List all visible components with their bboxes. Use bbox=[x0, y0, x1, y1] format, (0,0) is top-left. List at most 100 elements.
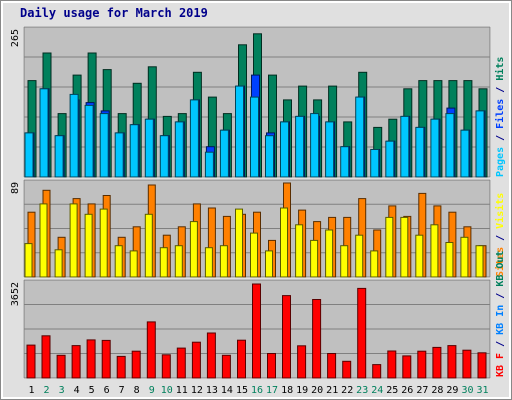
bar-kb-f-day-13 bbox=[206, 332, 216, 379]
legend-segment: KB In bbox=[495, 305, 506, 335]
day-label: 16 bbox=[251, 385, 263, 396]
day-label: 25 bbox=[386, 385, 398, 396]
day-label: 6 bbox=[104, 385, 110, 396]
bar-kb-f-day-21 bbox=[327, 353, 337, 379]
bar-pages-day-1 bbox=[24, 132, 34, 178]
chart-title: Daily usage for March 2019 bbox=[20, 6, 208, 20]
bar-kb-f-day-10 bbox=[161, 354, 171, 379]
bar-kb-f-day-31 bbox=[477, 352, 487, 379]
bar-visits-day-6 bbox=[99, 208, 108, 278]
bar-pages-day-17 bbox=[265, 135, 274, 178]
day-label: 15 bbox=[236, 385, 248, 396]
legend-segment: / bbox=[495, 287, 506, 305]
bar-kb-f-day-20 bbox=[312, 299, 322, 379]
day-label: 3 bbox=[59, 385, 65, 396]
legend-segment: / bbox=[495, 229, 506, 247]
kb-transfer-panel: 3652 KB F / KB In / KB Out bbox=[10, 251, 506, 379]
bar-pages-day-9 bbox=[144, 118, 154, 178]
bar-visits-day-11 bbox=[174, 245, 183, 278]
day-label: 7 bbox=[119, 385, 125, 396]
bar-visits-day-9 bbox=[144, 213, 153, 278]
day-label: 22 bbox=[341, 385, 353, 396]
bar-kb-f-day-22 bbox=[342, 360, 352, 379]
bar-visits-day-17 bbox=[265, 250, 273, 278]
bar-visits-day-1 bbox=[24, 243, 33, 278]
bar-kb-f-day-25 bbox=[387, 350, 397, 379]
bar-pages-day-6 bbox=[99, 113, 109, 178]
bar-pages-day-14 bbox=[219, 129, 229, 178]
bar-pages-day-22 bbox=[340, 146, 350, 178]
bar-visits-day-4 bbox=[69, 203, 78, 278]
bar-visits-day-8 bbox=[129, 250, 138, 278]
bar-visits-day-13 bbox=[204, 247, 213, 278]
bar-visits-day-10 bbox=[159, 247, 168, 278]
bar-pages-day-7 bbox=[114, 132, 124, 178]
bar-pages-day-15 bbox=[235, 85, 244, 178]
day-label: 18 bbox=[281, 385, 293, 396]
bar-pages-day-19 bbox=[295, 115, 305, 178]
legend-segment: KB Out bbox=[495, 251, 506, 287]
bar-pages-day-29 bbox=[445, 113, 455, 178]
bar-pages-day-24 bbox=[370, 149, 380, 178]
day-label: 12 bbox=[191, 385, 203, 396]
day-label: 9 bbox=[149, 385, 155, 396]
bar-kb-f-day-6 bbox=[101, 339, 111, 379]
bar-visits-day-15 bbox=[235, 208, 243, 278]
bar-kb-f-day-14 bbox=[221, 354, 231, 379]
bar-kb-f-day-16 bbox=[252, 283, 261, 379]
legend-segment: / bbox=[495, 129, 506, 147]
bar-kb-f-day-30 bbox=[462, 349, 472, 379]
bar-kb-f-day-28 bbox=[432, 346, 442, 379]
bar-pages-day-16 bbox=[250, 96, 259, 178]
bar-pages-day-10 bbox=[159, 135, 169, 178]
bar-visits-day-28 bbox=[430, 224, 439, 278]
bar-visits-day-30 bbox=[460, 236, 469, 278]
day-label: 26 bbox=[401, 385, 413, 396]
sites-visits-panel: 89 Sites / Visits bbox=[10, 179, 506, 278]
bar-visits-day-20 bbox=[310, 239, 319, 278]
day-label: 1 bbox=[28, 385, 34, 396]
bar-visits-day-23 bbox=[355, 234, 364, 278]
bar-pages-day-18 bbox=[280, 121, 289, 178]
bar-visits-day-2 bbox=[39, 203, 48, 278]
bar-kb-f-day-26 bbox=[402, 355, 412, 379]
bar-pages-day-11 bbox=[174, 121, 184, 178]
bar-visits-day-14 bbox=[219, 245, 228, 278]
legend-segment: Sites bbox=[494, 247, 506, 277]
bar-pages-day-31 bbox=[475, 110, 485, 178]
day-label: 4 bbox=[74, 385, 80, 396]
bar-visits-day-5 bbox=[84, 213, 93, 278]
legend-segment: KB F bbox=[495, 353, 506, 377]
bar-kb-f-day-2 bbox=[41, 335, 51, 379]
bar-visits-day-26 bbox=[400, 216, 409, 278]
day-label: 23 bbox=[356, 385, 368, 396]
bar-kb-f-day-18 bbox=[282, 295, 291, 379]
bar-visits-day-12 bbox=[189, 221, 198, 278]
bar-visits-day-18 bbox=[280, 207, 288, 278]
day-label: 2 bbox=[43, 385, 49, 396]
day-label: 31 bbox=[476, 385, 488, 396]
legend-segment: Files bbox=[494, 99, 506, 129]
day-label: 13 bbox=[206, 385, 218, 396]
day-label: 20 bbox=[311, 385, 323, 396]
day-label: 27 bbox=[416, 385, 428, 396]
bar-pages-day-4 bbox=[69, 93, 79, 178]
legend-segment: / bbox=[495, 335, 506, 353]
bar-kb-f-day-3 bbox=[56, 354, 66, 379]
bar-visits-day-21 bbox=[325, 229, 334, 278]
bar-kb-f-day-24 bbox=[372, 364, 382, 379]
y-max-label: 3652 bbox=[10, 282, 21, 306]
bar-pages-day-25 bbox=[385, 140, 395, 178]
bar-visits-day-7 bbox=[114, 245, 123, 278]
bar-pages-day-21 bbox=[325, 121, 335, 178]
bar-pages-day-23 bbox=[355, 96, 365, 178]
day-label: 24 bbox=[371, 385, 383, 396]
day-label: 21 bbox=[326, 385, 338, 396]
bar-kb-f-day-23 bbox=[357, 287, 367, 379]
legend-segment: Hits bbox=[494, 57, 506, 81]
bar-visits-day-16 bbox=[250, 232, 258, 278]
legend-segment: Visits bbox=[494, 193, 506, 229]
bar-pages-day-3 bbox=[54, 135, 64, 178]
bar-kb-f-day-7 bbox=[116, 355, 126, 379]
bar-kb-f-day-9 bbox=[146, 321, 156, 379]
